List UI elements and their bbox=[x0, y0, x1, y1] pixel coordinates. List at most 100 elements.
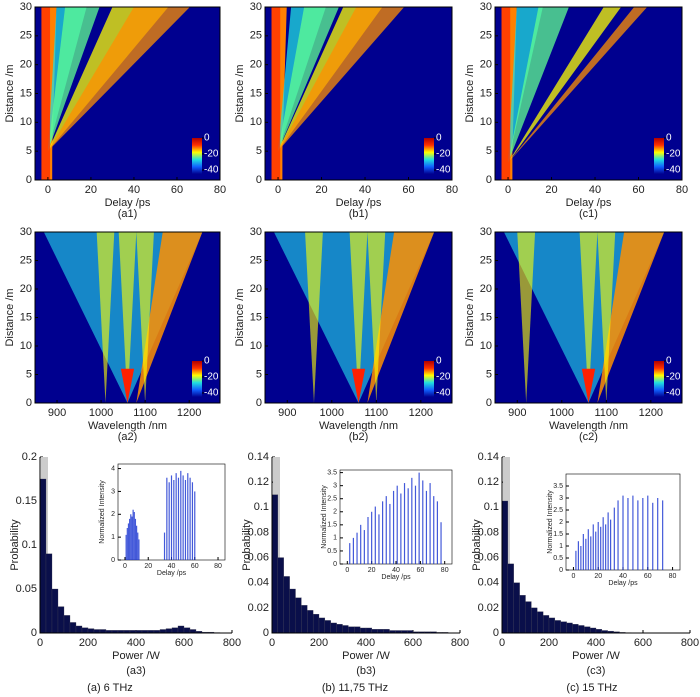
y-tick-label: 0 bbox=[26, 397, 32, 409]
y-axis-label: Distance /m bbox=[464, 64, 476, 122]
heatmap-texture bbox=[597, 232, 665, 403]
x-tick-label: 900 bbox=[508, 407, 526, 419]
heatmap-texture bbox=[136, 232, 154, 403]
y-axis-label: Distance /m bbox=[464, 288, 476, 346]
y-tick-label: 0.5 bbox=[553, 555, 563, 562]
bar bbox=[348, 626, 355, 634]
caption: (b) 11,75 THz bbox=[322, 682, 388, 694]
colorbar-tick-label: -40 bbox=[436, 388, 451, 399]
y-tick-label: 10 bbox=[480, 116, 492, 128]
heatmap-texture bbox=[508, 7, 648, 163]
y-tick-label: 3.5 bbox=[553, 483, 563, 490]
colorbar-tick-label: -40 bbox=[436, 165, 451, 176]
y-tick-label: 25 bbox=[480, 30, 492, 42]
x-tick-label: 40 bbox=[589, 184, 601, 196]
bar bbox=[584, 626, 591, 634]
y-tick-label: 2 bbox=[111, 511, 115, 518]
bar bbox=[342, 625, 349, 634]
x-tick-label: 60 bbox=[632, 184, 644, 196]
x-tick-label: 80 bbox=[669, 573, 677, 580]
plot-frame bbox=[264, 6, 453, 181]
colorbar-tick-label: 0 bbox=[436, 133, 442, 144]
y-tick-label: 2 bbox=[333, 509, 337, 516]
y-tick-label: 0 bbox=[333, 561, 337, 568]
y-tick-label: 0.2 bbox=[22, 451, 37, 463]
x-tick-label: 80 bbox=[446, 184, 458, 196]
x-axis-label: Wavelength /nm bbox=[88, 420, 167, 432]
bar bbox=[63, 615, 71, 634]
x-tick-label: 0 bbox=[45, 184, 51, 196]
bar bbox=[75, 625, 83, 634]
heatmap-texture bbox=[278, 7, 405, 152]
y-tick-label: 0.05 bbox=[16, 583, 37, 595]
colorbar-tick-label: 0 bbox=[204, 356, 210, 367]
x-tick-label: 200 bbox=[79, 637, 97, 649]
y-tick-label: 0 bbox=[26, 174, 32, 186]
x-tick-label: 40 bbox=[359, 184, 371, 196]
x-tick-label: 1200 bbox=[177, 407, 201, 419]
bar bbox=[519, 595, 526, 634]
y-tick-label: 20 bbox=[250, 59, 262, 71]
x-tick-label: 40 bbox=[619, 573, 627, 580]
x-tick-label: 800 bbox=[681, 637, 699, 649]
heatmap-texture bbox=[120, 368, 135, 403]
colorbar-tick-label: 0 bbox=[204, 133, 210, 144]
x-axis-label: Power /W bbox=[572, 650, 620, 662]
plot-frame bbox=[34, 231, 221, 404]
y-tick-label: 0.04 bbox=[248, 577, 269, 589]
x-tick-label: 0 bbox=[123, 563, 127, 570]
x-tick-label: 60 bbox=[171, 184, 183, 196]
axes bbox=[39, 457, 232, 634]
x-tick-label: 1100 bbox=[133, 407, 157, 419]
axes bbox=[501, 457, 690, 634]
x-tick-label: 1000 bbox=[320, 407, 344, 419]
x-tick-label: 1000 bbox=[89, 407, 113, 419]
x-tick-label: 20 bbox=[594, 573, 602, 580]
y-tick-label: 0.02 bbox=[248, 602, 269, 614]
x-tick-label: 40 bbox=[128, 184, 140, 196]
y-tick-label: 0.5 bbox=[327, 548, 337, 555]
colorbar bbox=[424, 361, 434, 397]
y-tick-label: 10 bbox=[20, 340, 32, 352]
heatmap-texture bbox=[579, 232, 598, 403]
heatmap-texture bbox=[47, 7, 190, 152]
colorbar-tick-label: -20 bbox=[204, 372, 219, 383]
bar bbox=[566, 622, 573, 634]
bar bbox=[354, 626, 361, 634]
y-tick-label: 0.1 bbox=[22, 539, 37, 551]
bar bbox=[183, 627, 191, 634]
y-tick-label: 0 bbox=[111, 557, 115, 564]
bar bbox=[57, 606, 65, 634]
bar bbox=[99, 629, 107, 634]
colorbar-tick-label: -20 bbox=[436, 149, 451, 160]
x-tick-label: 0 bbox=[269, 637, 275, 649]
panel-label: (c2) bbox=[579, 431, 598, 443]
bar bbox=[537, 611, 544, 634]
plot-frame bbox=[264, 231, 453, 404]
y-axis-label: Normalized Intensity bbox=[547, 490, 554, 554]
y-tick-label: 0 bbox=[31, 627, 37, 639]
y-tick-label: 2.5 bbox=[327, 496, 337, 503]
panel-label: (a2) bbox=[118, 431, 138, 443]
y-tick-label: 0.06 bbox=[478, 551, 499, 563]
x-tick-label: 900 bbox=[278, 407, 296, 419]
heatmap-texture bbox=[278, 7, 339, 152]
y-tick-label: 10 bbox=[20, 116, 32, 128]
y-tick-label: 0 bbox=[559, 567, 563, 574]
y-tick-label: 1.5 bbox=[327, 522, 337, 529]
y-tick-label: 1 bbox=[333, 535, 337, 542]
x-tick-label: 900 bbox=[48, 407, 66, 419]
bar bbox=[312, 613, 320, 634]
bar bbox=[589, 627, 597, 634]
bar bbox=[371, 629, 378, 634]
y-tick-label: 1 bbox=[111, 534, 115, 541]
y-axis-label: Distance /m bbox=[4, 64, 16, 122]
heatmap-texture bbox=[367, 232, 435, 403]
x-tick-label: 800 bbox=[451, 637, 469, 649]
y-tick-label: 10 bbox=[250, 340, 262, 352]
heatmap-texture bbox=[597, 232, 616, 403]
bar bbox=[81, 627, 89, 634]
y-tick-label: 5 bbox=[256, 368, 262, 380]
plot-frame bbox=[494, 231, 683, 404]
x-tick-label: 60 bbox=[191, 563, 199, 570]
